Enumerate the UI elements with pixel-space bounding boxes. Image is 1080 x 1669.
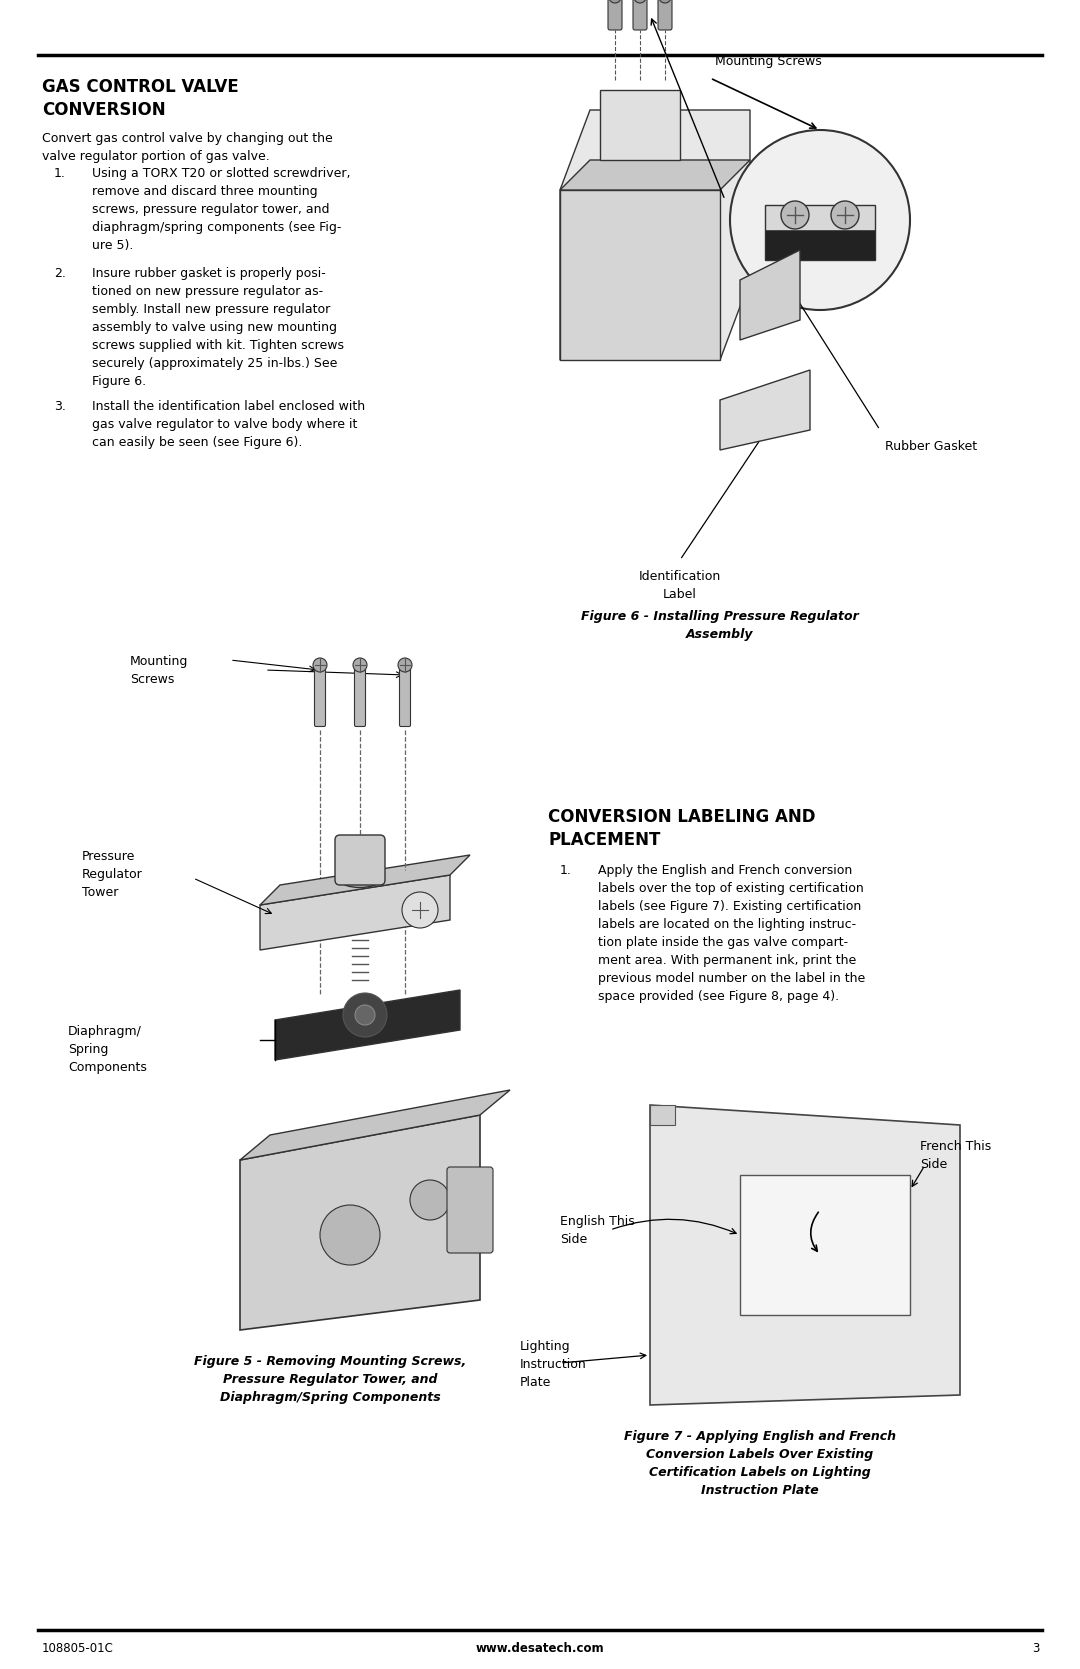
Polygon shape [561,160,750,190]
Polygon shape [765,230,875,260]
Text: Assembly: Assembly [686,628,754,641]
Text: Diaphragm/: Diaphragm/ [68,1025,141,1038]
Text: 3.: 3. [54,401,66,412]
Polygon shape [720,371,810,451]
Circle shape [609,0,621,3]
Text: Lighting: Lighting [519,1340,570,1354]
Polygon shape [650,1105,960,1405]
Polygon shape [260,875,450,950]
Text: Side: Side [920,1158,947,1172]
Polygon shape [260,855,470,905]
Text: Apply the English and French conversion
labels over the top of existing certific: Apply the English and French conversion … [598,865,865,1003]
FancyBboxPatch shape [447,1167,492,1253]
Text: English This: English This [561,1215,635,1228]
Text: Screws: Screws [130,673,174,686]
Polygon shape [240,1115,480,1330]
Circle shape [353,658,367,673]
Ellipse shape [340,873,380,888]
Circle shape [402,891,438,928]
Polygon shape [561,110,750,361]
Circle shape [730,130,910,310]
Text: Pressure: Pressure [82,850,135,863]
Text: Mounting: Mounting [130,654,188,668]
Polygon shape [561,190,720,361]
Text: Instruction Plate: Instruction Plate [701,1484,819,1497]
Text: Certification Labels on Lighting: Certification Labels on Lighting [649,1465,870,1479]
Circle shape [634,0,646,3]
Text: GAS CONTROL VALVE: GAS CONTROL VALVE [42,78,239,97]
FancyBboxPatch shape [633,0,647,30]
Text: Spring: Spring [68,1043,108,1056]
Circle shape [343,993,387,1036]
Circle shape [659,0,671,3]
Text: Pressure Regulator Tower, and: Pressure Regulator Tower, and [222,1374,437,1385]
FancyBboxPatch shape [608,0,622,30]
Text: www.desatech.com: www.desatech.com [475,1642,605,1654]
Text: Figure 7 - Applying English and French: Figure 7 - Applying English and French [624,1430,896,1444]
Circle shape [410,1180,450,1220]
Text: Components: Components [68,1061,147,1073]
Text: Insure rubber gasket is properly posi-
tioned on new pressure regulator as-
semb: Insure rubber gasket is properly posi- t… [92,267,345,387]
Text: Identification: Identification [639,571,721,582]
FancyBboxPatch shape [314,669,325,726]
Polygon shape [650,1105,675,1125]
Text: Install the identification label enclosed with
gas valve regulator to valve body: Install the identification label enclose… [92,401,365,449]
Text: CONVERSION: CONVERSION [42,102,165,118]
Polygon shape [240,1090,510,1160]
Text: 108805-01C: 108805-01C [42,1642,113,1654]
Polygon shape [275,990,460,1060]
Text: 1.: 1. [54,167,66,180]
Text: Figure 5 - Removing Mounting Screws,: Figure 5 - Removing Mounting Screws, [194,1355,467,1369]
Text: French This: French This [920,1140,991,1153]
Text: Rubber Gasket: Rubber Gasket [885,441,977,452]
FancyBboxPatch shape [658,0,672,30]
Polygon shape [765,205,875,260]
Circle shape [831,200,859,229]
FancyBboxPatch shape [400,669,410,726]
Circle shape [355,1005,375,1025]
Polygon shape [740,250,800,340]
Text: Diaphragm/Spring Components: Diaphragm/Spring Components [219,1390,441,1404]
Text: Instruction: Instruction [519,1359,586,1370]
Text: Conversion Labels Over Existing: Conversion Labels Over Existing [646,1449,874,1460]
Text: Using a TORX T20 or slotted screwdriver,
remove and discard three mounting
screw: Using a TORX T20 or slotted screwdriver,… [92,167,351,252]
FancyBboxPatch shape [354,669,365,726]
Text: Figure 6 - Installing Pressure Regulator: Figure 6 - Installing Pressure Regulator [581,609,859,623]
Text: Convert gas control valve by changing out the
valve regulator portion of gas val: Convert gas control valve by changing ou… [42,132,333,164]
Text: 1.: 1. [561,865,572,876]
Text: CONVERSION LABELING AND: CONVERSION LABELING AND [548,808,815,826]
Text: Label: Label [663,587,697,601]
Polygon shape [600,90,680,160]
Text: Plate: Plate [519,1375,552,1389]
Circle shape [320,1205,380,1265]
Text: Side: Side [561,1233,588,1247]
Circle shape [781,200,809,229]
Text: 3: 3 [1032,1642,1040,1654]
Text: Tower: Tower [82,886,119,900]
Text: 2.: 2. [54,267,66,280]
Text: Mounting Screws: Mounting Screws [715,55,822,68]
FancyBboxPatch shape [335,834,384,885]
Circle shape [313,658,327,673]
Text: PLACEMENT: PLACEMENT [548,831,660,850]
Text: Regulator: Regulator [82,868,143,881]
Polygon shape [740,1175,910,1315]
Circle shape [399,658,411,673]
